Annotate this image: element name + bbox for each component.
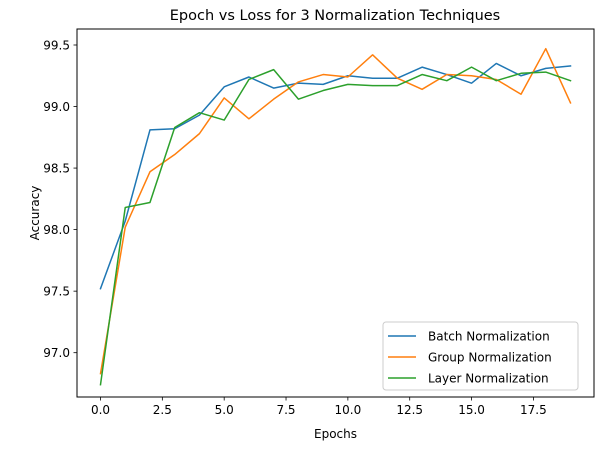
y-axis-label: Accuracy xyxy=(28,186,42,241)
series-line-0 xyxy=(99,62,572,290)
legend-label-2: Layer Normalization xyxy=(428,371,549,385)
x-tick-label: 2.5 xyxy=(153,403,172,417)
y-axis-ticks: 97.0 97.5 98.0 98.5 99.0 99.5 xyxy=(43,38,77,360)
legend-label-0: Batch Normalization xyxy=(428,329,550,343)
x-axis-ticks: 0.0 2.5 5.0 7.5 10.0 12.5 15.0 17.5 xyxy=(91,397,547,417)
chart-title: Epoch vs Loss for 3 Normalization Techni… xyxy=(170,8,500,24)
x-tick-label: 15.0 xyxy=(458,403,485,417)
x-tick-label: 7.5 xyxy=(276,403,295,417)
legend: Batch Normalization Group Normalization La… xyxy=(382,321,579,391)
x-axis-label: Epochs xyxy=(314,427,357,441)
y-tick-label: 98.5 xyxy=(43,161,70,175)
legend-box xyxy=(382,321,579,391)
series-line-2 xyxy=(99,66,572,386)
y-tick-label: 99.0 xyxy=(43,100,70,114)
y-tick-label: 98.0 xyxy=(43,223,70,237)
x-tick-label: 0.0 xyxy=(91,403,110,417)
y-tick-label: 99.5 xyxy=(43,38,70,52)
x-tick-label: 17.5 xyxy=(520,403,547,417)
plot-lines xyxy=(99,47,572,386)
x-tick-label: 5.0 xyxy=(215,403,234,417)
y-tick-label: 97.0 xyxy=(43,346,70,360)
plot-area-frame xyxy=(76,28,595,398)
x-tick-label: 12.5 xyxy=(396,403,423,417)
x-tick-label: 10.0 xyxy=(335,403,362,417)
y-tick-label: 97.5 xyxy=(43,284,70,298)
legend-label-1: Group Normalization xyxy=(428,350,552,364)
